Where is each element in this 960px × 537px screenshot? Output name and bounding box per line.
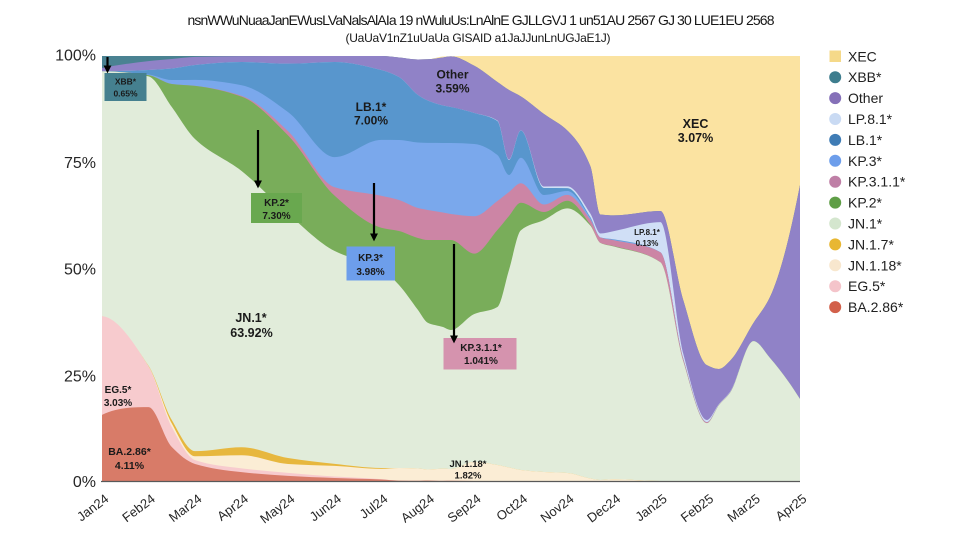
svg-text:3.98%: 3.98% [356,267,384,278]
svg-text:Aug24: Aug24 [398,491,437,526]
svg-text:JN.1.18*: JN.1.18* [848,257,902,273]
svg-text:3.59%: 3.59% [435,82,469,96]
svg-text:Apr25: Apr25 [773,491,810,524]
svg-text:KP.3*: KP.3* [358,253,383,264]
svg-text:Nov24: Nov24 [538,491,577,526]
svg-text:KP.3.1.1*: KP.3.1.1* [848,174,906,190]
svg-text:Apr24: Apr24 [214,491,251,524]
svg-text:1.041%: 1.041% [464,356,498,367]
svg-text:3.03%: 3.03% [104,398,132,409]
svg-text:0.13%: 0.13% [636,239,659,248]
svg-text:Other: Other [436,68,468,82]
svg-text:1.82%: 1.82% [455,471,482,482]
svg-text:KP.3*: KP.3* [848,153,883,169]
svg-text:7.00%: 7.00% [354,114,388,128]
svg-text:Jul24: Jul24 [357,491,391,522]
svg-text:KP.2*: KP.2* [848,195,883,211]
svg-text:25%: 25% [64,369,96,386]
svg-text:50%: 50% [64,262,96,279]
svg-text:Feb25: Feb25 [678,491,716,525]
svg-text:100%: 100% [55,48,96,65]
svg-text:XEC: XEC [848,48,877,64]
svg-text:JN.1.18*: JN.1.18* [450,459,487,470]
svg-text:4.11%: 4.11% [115,460,145,472]
svg-text:75%: 75% [64,155,96,172]
svg-text:XBB*: XBB* [115,77,137,87]
svg-text:BA.2.86*: BA.2.86* [108,446,152,458]
svg-text:KP.3.1.1*: KP.3.1.1* [460,343,502,354]
svg-text:3.07%: 3.07% [678,131,713,145]
svg-text:Jan24: Jan24 [74,491,111,524]
svg-text:KP.2*: KP.2* [264,198,289,209]
svg-text:0.65%: 0.65% [113,89,138,99]
svg-text:Sep24: Sep24 [445,491,484,526]
svg-text:LP.8.1*: LP.8.1* [848,111,893,127]
svg-text:XBB*: XBB* [848,69,882,85]
svg-text:Oct24: Oct24 [493,491,530,524]
svg-text:0%: 0% [73,474,96,491]
svg-text:Other: Other [848,90,883,106]
svg-text:XEC: XEC [683,117,709,131]
svg-text:LP.8.1*: LP.8.1* [634,228,661,237]
svg-text:JN.1.7*: JN.1.7* [848,236,894,252]
svg-text:May24: May24 [257,491,297,526]
svg-text:Jan25: Jan25 [632,491,669,524]
svg-text:Jun24: Jun24 [307,491,344,524]
svg-text:JN.1*: JN.1* [235,311,266,325]
svg-text:EG.5*: EG.5* [105,385,132,396]
svg-text:Mar24: Mar24 [166,491,204,525]
svg-text:(UaUaV1nZ1uUaUa GISAID a1JaJJu: (UaUaV1nZ1uUaUa GISAID a1JaJJunLnUGJaE1J… [346,31,611,45]
svg-text:Feb24: Feb24 [119,491,157,525]
svg-text:7.30%: 7.30% [262,211,290,222]
svg-text:EG.5*: EG.5* [848,278,886,294]
svg-text:Dec24: Dec24 [584,491,623,526]
svg-text:63.92%: 63.92% [230,326,272,340]
svg-text:Mar25: Mar25 [724,491,762,525]
svg-text:nsnWWuNuaaJanEWusLVaNalsAlAIa: nsnWWuNuaaJanEWusLVaNalsAlAIa 19 nWuluUs… [188,12,775,28]
svg-text:LB.1*: LB.1* [356,100,387,114]
svg-text:BA.2.86*: BA.2.86* [848,299,904,315]
svg-text:JN.1*: JN.1* [848,216,883,232]
svg-text:LB.1*: LB.1* [848,132,883,148]
